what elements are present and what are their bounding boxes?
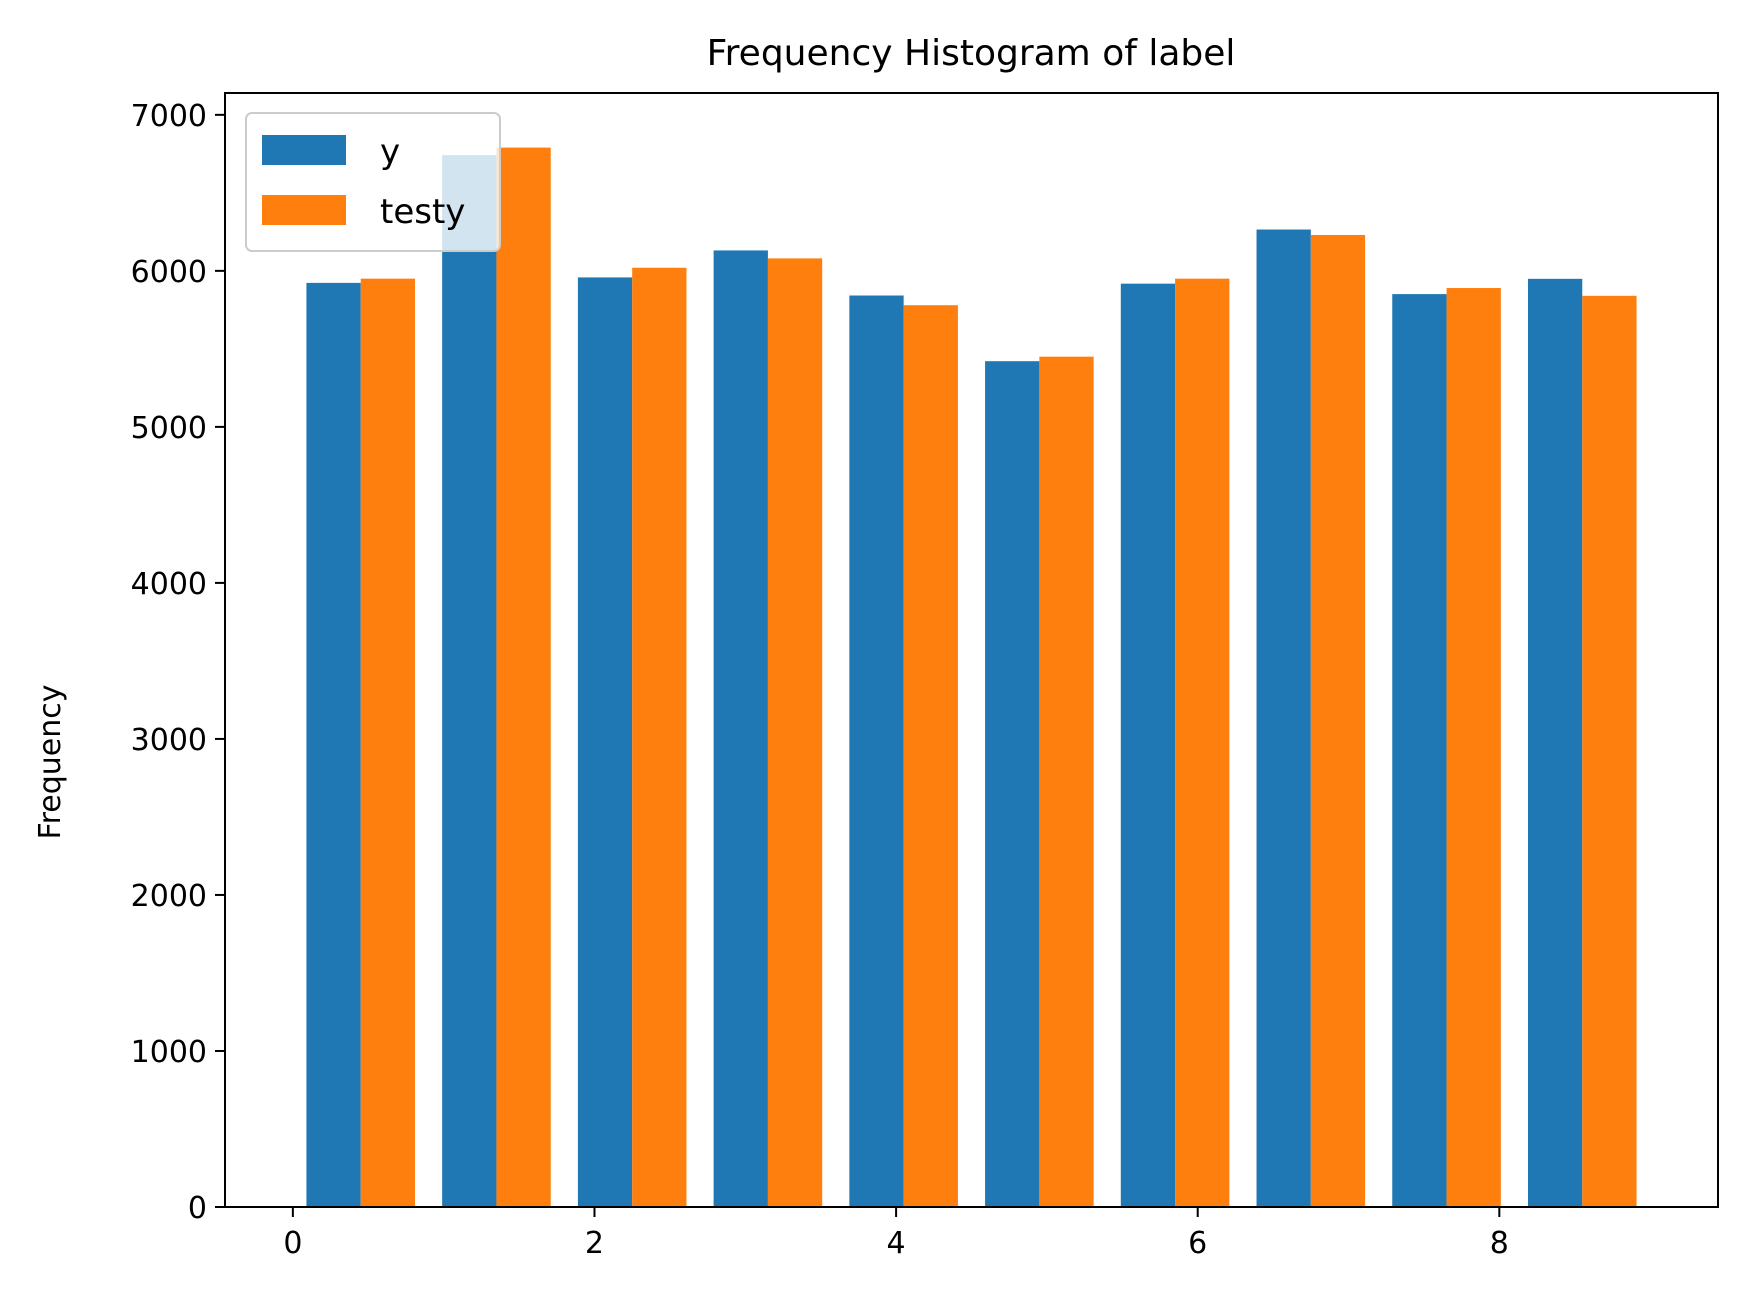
x-tick-label-6: 6 (1188, 1226, 1207, 1261)
bar-y-4 (849, 295, 904, 1207)
bar-testy-4 (903, 305, 958, 1207)
bar-y-5 (985, 361, 1040, 1207)
y-tick-label-3000: 3000 (131, 723, 207, 758)
bar-testy-9 (1582, 295, 1637, 1208)
y-tick-label-2000: 2000 (131, 879, 207, 914)
y-tick-label-1000: 1000 (131, 1035, 207, 1070)
bar-y-0 (306, 282, 361, 1207)
bar-y-8 (1392, 294, 1447, 1207)
y-tick-label-7000: 7000 (131, 99, 207, 134)
y-axis-label: Frequency (33, 685, 68, 840)
bar-testy-2 (632, 267, 687, 1207)
x-tick-label-2: 2 (585, 1226, 604, 1261)
bar-testy-6 (1175, 278, 1230, 1207)
y-tick-label-4000: 4000 (131, 567, 207, 602)
bar-testy-3 (767, 258, 823, 1207)
bar-testy-0 (360, 278, 416, 1207)
plot-frame (224, 92, 1719, 1208)
y-tick-label-5000: 5000 (131, 411, 207, 446)
x-tick-label-0: 0 (283, 1226, 302, 1261)
bar-y-3 (713, 250, 768, 1207)
legend-label-testy: testy (380, 192, 465, 232)
x-tick-label-4: 4 (887, 1226, 906, 1261)
bar-y-6 (1120, 283, 1176, 1207)
bar-y-9 (1527, 278, 1583, 1207)
legend: y testy (245, 112, 501, 252)
y-tick-label-0: 0 (188, 1191, 207, 1226)
bar-testy-7 (1310, 234, 1366, 1208)
x-tick-label-8: 8 (1490, 1226, 1509, 1261)
bar-y-7 (1256, 229, 1311, 1207)
legend-swatch-testy (262, 195, 346, 225)
bar-y-1 (442, 155, 497, 1208)
bar-y-2 (577, 277, 633, 1207)
chart-title: Frequency Histogram of label (707, 33, 1236, 74)
bar-testy-8 (1446, 288, 1501, 1207)
bars-layer (306, 147, 1637, 1208)
bar-testy-1 (496, 147, 551, 1208)
y-tick-label-6000: 6000 (131, 255, 207, 290)
legend-label-y: y (380, 132, 400, 172)
bar-testy-5 (1039, 356, 1094, 1207)
axes-layer: 0 2 4 6 8 0 1000 2000 3000 4000 5000 6000 7000 (131, 92, 1719, 1261)
legend-swatch-y (262, 135, 346, 165)
